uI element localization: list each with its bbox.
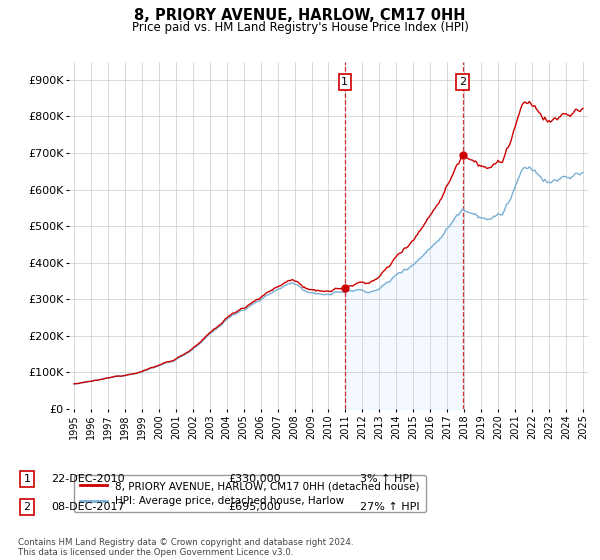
Legend: 8, PRIORY AVENUE, HARLOW, CM17 0HH (detached house), HPI: Average price, detache: 8, PRIORY AVENUE, HARLOW, CM17 0HH (deta… <box>74 475 425 512</box>
Text: £695,000: £695,000 <box>228 502 281 512</box>
Text: Contains HM Land Registry data © Crown copyright and database right 2024.
This d: Contains HM Land Registry data © Crown c… <box>18 538 353 557</box>
Text: Price paid vs. HM Land Registry's House Price Index (HPI): Price paid vs. HM Land Registry's House … <box>131 21 469 34</box>
Text: 8, PRIORY AVENUE, HARLOW, CM17 0HH: 8, PRIORY AVENUE, HARLOW, CM17 0HH <box>134 8 466 24</box>
Text: 1: 1 <box>341 77 348 87</box>
Text: 22-DEC-2010: 22-DEC-2010 <box>51 474 125 484</box>
Text: 27% ↑ HPI: 27% ↑ HPI <box>360 502 419 512</box>
Text: 08-DEC-2017: 08-DEC-2017 <box>51 502 125 512</box>
Text: £330,000: £330,000 <box>228 474 281 484</box>
Text: 3% ↑ HPI: 3% ↑ HPI <box>360 474 412 484</box>
Text: 2: 2 <box>23 502 31 512</box>
Text: 2: 2 <box>459 77 466 87</box>
Text: 1: 1 <box>23 474 31 484</box>
